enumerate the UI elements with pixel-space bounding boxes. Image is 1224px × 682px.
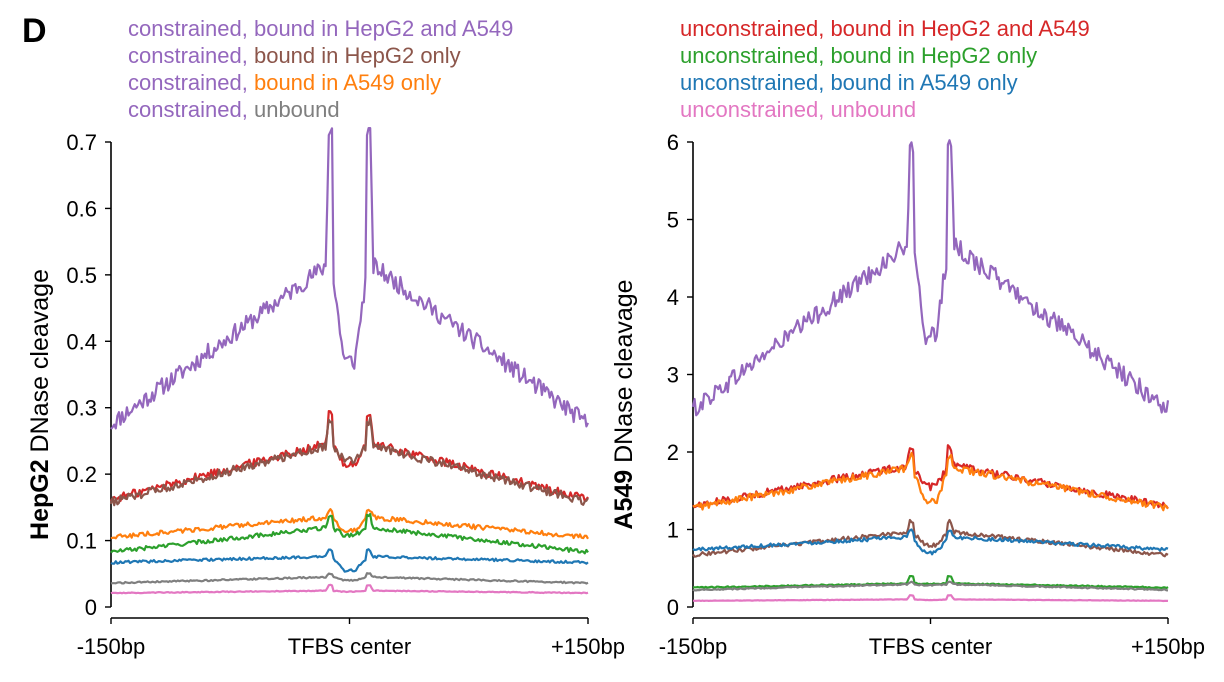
y-axis-label-rest: DNase cleavage: [26, 269, 54, 459]
legend-entry: constrained, bound in HepG2 and A549: [128, 16, 513, 41]
x-tick-label: TFBS center: [869, 634, 992, 659]
y-tick-label: 0.4: [66, 329, 97, 354]
series-line: [110, 508, 589, 540]
y-tick-label: 0: [85, 595, 97, 620]
y-tick-label: 4: [667, 285, 679, 310]
y-axis-label-bold: A549: [610, 470, 638, 530]
y-axis-label-bold: HepG2: [26, 459, 54, 540]
y-tick-label: 0.3: [66, 396, 97, 421]
y-tick-label: 0.2: [66, 462, 97, 487]
legend-right: unconstrained, bound in HepG2 and A549 u…: [680, 16, 1090, 122]
series-line: [692, 444, 1169, 510]
legend-entry: unconstrained, bound in HepG2 only: [680, 43, 1037, 68]
series-line: [691, 139, 1170, 417]
y-tick-label: 1: [667, 518, 679, 543]
series-line: [110, 548, 589, 573]
y-tick-label: 3: [667, 363, 679, 388]
chart-hepg2: 0 0.1 0.2 0.3 0.4 0.5 0.6 0.7 -150bp TFBS center +…: [26, 127, 625, 659]
series-line: [692, 575, 1169, 590]
y-axis-label-rest: DNase cleavage: [610, 279, 638, 469]
x-tick-label: +150bp: [551, 634, 625, 659]
y-tick-label: 2: [667, 440, 679, 465]
legend-entry: constrained, bound in A549 only: [128, 70, 441, 95]
y-axis-label: HepG2 DNase cleavage: [26, 269, 54, 540]
x-tick-label: TFBS center: [288, 634, 411, 659]
x-tick-label: -150bp: [659, 634, 728, 659]
y-tick-label: 5: [667, 208, 679, 233]
y-tick-label: 0.1: [66, 529, 97, 554]
legend-entry: unconstrained, bound in A549 only: [680, 70, 1018, 95]
x-tick-label: -150bp: [77, 634, 146, 659]
y-tick-label: 6: [667, 130, 679, 155]
legend-entry: unconstrained, unbound: [680, 97, 916, 122]
chart-a549: 0 1 2 3 4 5 6 -150bp TFBS center +150bp A549 DNase…: [610, 130, 1205, 659]
y-tick-label: 0.5: [66, 263, 97, 288]
legend-left: constrained, bound in HepG2 and A549 con…: [128, 16, 513, 122]
series-line: [692, 451, 1169, 512]
series-line: [110, 512, 589, 555]
legend-entry: constrained, bound in HepG2 only: [128, 43, 461, 68]
y-tick-label: 0.7: [66, 130, 97, 155]
series-line: [110, 583, 589, 595]
series-line: [110, 572, 589, 585]
y-tick-label: 0: [667, 595, 679, 620]
legend-entry: unconstrained, bound in HepG2 and A549: [680, 16, 1090, 41]
y-tick-label: 0.6: [66, 196, 97, 221]
series-line: [692, 528, 1169, 556]
x-tick-label: +150bp: [1131, 634, 1205, 659]
series-line: [110, 127, 590, 430]
series-line: [109, 416, 589, 507]
series-line: [692, 580, 1169, 592]
series-line: [692, 594, 1169, 603]
legend-entry: constrained, unbound: [128, 97, 340, 122]
panel-label: D: [22, 12, 47, 50]
y-axis-label: A549 DNase cleavage: [610, 279, 638, 529]
